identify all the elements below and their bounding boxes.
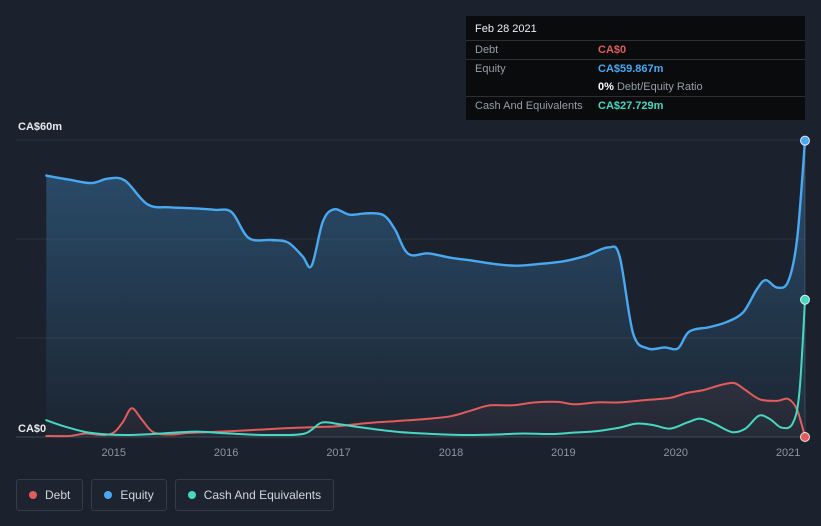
debt-end-dot[interactable] xyxy=(800,432,810,442)
tooltip-debt-label: Debt xyxy=(475,44,499,56)
equity-legend-dot-icon xyxy=(104,491,113,499)
legend-item-equity[interactable]: Equity xyxy=(91,479,167,511)
tooltip-debt-row: Debt CA$0 xyxy=(466,41,805,59)
legend: Debt Equity Cash And Equivalents xyxy=(16,479,335,511)
x-tick-2021: 2021 xyxy=(776,447,800,459)
legend-item-debt[interactable]: Debt xyxy=(16,479,84,511)
tooltip-equity-label: Equity xyxy=(475,63,506,75)
tooltip-cash-label: Cash And Equivalents xyxy=(475,100,583,112)
cash-and-equivalents-line xyxy=(45,298,806,437)
tooltip-ratio-value-wrap: 0% Debt/Equity Ratio xyxy=(598,81,703,93)
cash-and-equivalents-end-dot[interactable] xyxy=(800,294,810,305)
legend-item-label: Cash And Equivalents xyxy=(203,488,322,502)
y-axis-zero-label: CA$0 xyxy=(18,423,47,435)
tooltip-cash-row: Cash And Equivalents CA$27.729m xyxy=(466,96,805,120)
x-tick-2015: 2015 xyxy=(102,447,126,459)
x-tick-2018: 2018 xyxy=(439,447,463,459)
legend-item-label: Debt xyxy=(45,488,71,502)
debt-area xyxy=(46,382,806,437)
tooltip-ratio-row: 0% Debt/Equity Ratio xyxy=(466,78,805,96)
debt-line xyxy=(45,381,806,438)
legend-item-cash[interactable]: Cash And Equivalents xyxy=(174,479,335,511)
equity-area xyxy=(46,140,806,437)
chart-tooltip: Feb 28 2021 Debt CA$0 Equity CA$59.867m … xyxy=(466,16,805,120)
x-tick-2017: 2017 xyxy=(326,447,350,459)
tooltip-equity-row: Equity CA$59.867m xyxy=(466,59,805,78)
x-tick-2020: 2020 xyxy=(664,447,688,459)
equity-line xyxy=(45,139,806,351)
x-tick-2016: 2016 xyxy=(214,447,238,459)
tooltip-ratio-value: 0% xyxy=(598,81,614,93)
x-tick-2019: 2019 xyxy=(551,447,575,459)
tooltip-equity-value: CA$59.867m xyxy=(598,63,664,75)
cash-legend-dot-icon xyxy=(187,491,196,499)
tooltip-date: Feb 28 2021 xyxy=(466,16,805,41)
y-axis-max-label: CA$60m xyxy=(18,121,63,133)
tooltip-cash-value: CA$27.729m xyxy=(598,100,664,112)
tooltip-debt-value: CA$0 xyxy=(598,44,627,56)
tooltip-ratio-label: Debt/Equity Ratio xyxy=(616,81,703,93)
debt-legend-dot-icon xyxy=(29,491,37,499)
equity-end-dot[interactable] xyxy=(800,135,810,146)
legend-item-label: Equity xyxy=(120,488,154,502)
